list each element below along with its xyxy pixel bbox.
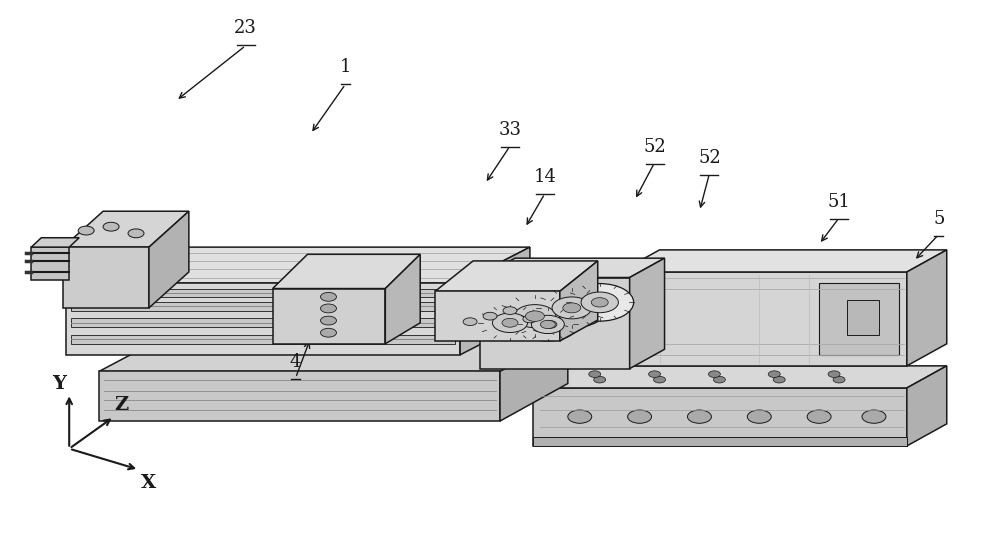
Circle shape xyxy=(628,410,652,423)
Text: Z: Z xyxy=(114,396,128,413)
Circle shape xyxy=(649,371,661,377)
Polygon shape xyxy=(907,250,947,366)
Circle shape xyxy=(568,410,592,423)
Circle shape xyxy=(540,320,555,329)
Text: 5: 5 xyxy=(933,210,944,228)
Circle shape xyxy=(768,371,780,377)
Polygon shape xyxy=(847,300,879,335)
Text: 4: 4 xyxy=(290,354,301,371)
Circle shape xyxy=(492,313,528,332)
Circle shape xyxy=(591,297,608,307)
Text: X: X xyxy=(141,474,157,492)
Text: 1: 1 xyxy=(340,58,351,76)
Circle shape xyxy=(687,410,711,423)
Polygon shape xyxy=(533,388,907,446)
Circle shape xyxy=(543,321,557,329)
Circle shape xyxy=(483,312,497,320)
Circle shape xyxy=(525,311,544,321)
Text: Y: Y xyxy=(52,375,66,392)
Circle shape xyxy=(589,371,601,377)
Polygon shape xyxy=(620,250,947,272)
Polygon shape xyxy=(99,335,568,371)
Circle shape xyxy=(773,376,785,383)
Circle shape xyxy=(320,316,336,325)
Polygon shape xyxy=(66,283,460,355)
Polygon shape xyxy=(385,254,420,344)
Circle shape xyxy=(828,371,840,377)
Polygon shape xyxy=(533,366,947,388)
Circle shape xyxy=(78,226,94,235)
Polygon shape xyxy=(273,289,385,344)
Polygon shape xyxy=(560,261,598,341)
Polygon shape xyxy=(273,254,420,289)
Circle shape xyxy=(552,297,592,319)
Polygon shape xyxy=(71,289,455,297)
Circle shape xyxy=(514,305,556,327)
Circle shape xyxy=(463,318,477,326)
Polygon shape xyxy=(460,247,530,355)
Text: 23: 23 xyxy=(234,19,257,37)
Text: 14: 14 xyxy=(533,168,556,186)
Circle shape xyxy=(320,304,336,313)
Circle shape xyxy=(713,376,725,383)
Polygon shape xyxy=(500,335,568,421)
Polygon shape xyxy=(480,278,630,369)
Circle shape xyxy=(503,307,517,315)
Circle shape xyxy=(502,319,518,327)
Polygon shape xyxy=(435,291,560,341)
Circle shape xyxy=(103,223,119,231)
Circle shape xyxy=(128,229,144,238)
Circle shape xyxy=(497,295,573,337)
Polygon shape xyxy=(31,247,69,280)
Circle shape xyxy=(747,410,771,423)
Circle shape xyxy=(862,410,886,423)
Polygon shape xyxy=(533,437,907,446)
Circle shape xyxy=(523,315,537,323)
Polygon shape xyxy=(480,258,665,278)
Text: 52: 52 xyxy=(698,149,721,167)
Polygon shape xyxy=(99,371,500,421)
Circle shape xyxy=(563,303,581,313)
Polygon shape xyxy=(149,211,189,308)
Polygon shape xyxy=(71,319,455,327)
Circle shape xyxy=(320,329,336,337)
Text: 33: 33 xyxy=(498,122,521,139)
Polygon shape xyxy=(907,366,947,446)
Text: 52: 52 xyxy=(643,138,666,156)
Text: 51: 51 xyxy=(828,193,850,211)
Polygon shape xyxy=(31,238,79,247)
Circle shape xyxy=(654,376,666,383)
Polygon shape xyxy=(630,258,665,369)
Circle shape xyxy=(531,315,564,334)
Circle shape xyxy=(594,376,606,383)
Circle shape xyxy=(536,288,608,328)
Circle shape xyxy=(320,292,336,301)
Polygon shape xyxy=(66,247,530,283)
Polygon shape xyxy=(819,283,899,355)
Circle shape xyxy=(566,284,634,321)
Polygon shape xyxy=(435,261,598,291)
Circle shape xyxy=(581,292,618,312)
Polygon shape xyxy=(620,272,907,366)
Circle shape xyxy=(478,305,542,340)
Circle shape xyxy=(518,308,578,341)
Circle shape xyxy=(807,410,831,423)
Polygon shape xyxy=(63,211,189,247)
Polygon shape xyxy=(63,247,149,308)
Circle shape xyxy=(833,376,845,383)
Polygon shape xyxy=(71,302,455,311)
Circle shape xyxy=(708,371,720,377)
Polygon shape xyxy=(71,335,455,344)
